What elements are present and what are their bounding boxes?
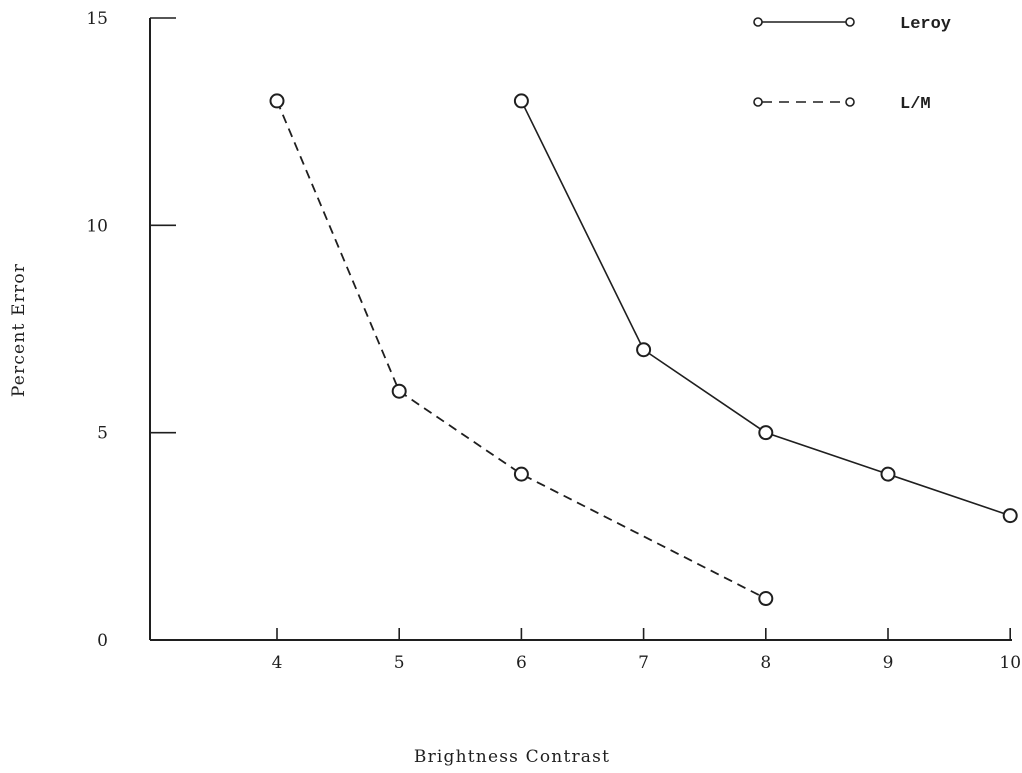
data-point [269, 93, 285, 109]
legend-marker [753, 97, 763, 107]
data-point [1002, 508, 1018, 524]
x-tick-label: 7 [638, 653, 649, 673]
y-axis-title: Percent Error [9, 263, 29, 397]
ticks: 0 5 10 15 4 5 6 7 8 9 10 [86, 9, 1021, 673]
y-tick-label: 0 [97, 631, 108, 651]
x-tick-label: 8 [760, 653, 771, 673]
series-leroy [513, 93, 1018, 524]
x-tick-label: 4 [272, 653, 283, 673]
data-point [758, 425, 774, 441]
legend-item: L/M [753, 95, 931, 114]
x-axis-title: Brightness Contrast [414, 747, 610, 767]
series-line [520, 100, 1011, 517]
x-tick-label: 5 [394, 653, 405, 673]
data-point [636, 342, 652, 358]
legend-label: Leroy [900, 15, 951, 34]
series-line [276, 100, 767, 600]
y-tick-label: 15 [86, 9, 108, 29]
y-tick-label: 5 [97, 424, 108, 444]
x-tick-label: 9 [883, 653, 894, 673]
legend-marker [845, 97, 855, 107]
axes [149, 18, 1012, 641]
legend-item: Leroy [753, 15, 951, 34]
data-point [758, 591, 774, 607]
series-l-m [269, 93, 774, 607]
series [269, 93, 1018, 607]
data-point [513, 93, 529, 109]
legend-marker [845, 17, 855, 27]
legend-marker [753, 17, 763, 27]
y-tick-label: 10 [86, 216, 108, 236]
legend-label: L/M [900, 95, 931, 114]
data-point [880, 466, 896, 482]
x-tick-label: 10 [999, 653, 1021, 673]
data-point [391, 383, 407, 399]
legend: Leroy L/M [753, 15, 951, 114]
data-point [513, 466, 529, 482]
x-tick-label: 6 [516, 653, 527, 673]
